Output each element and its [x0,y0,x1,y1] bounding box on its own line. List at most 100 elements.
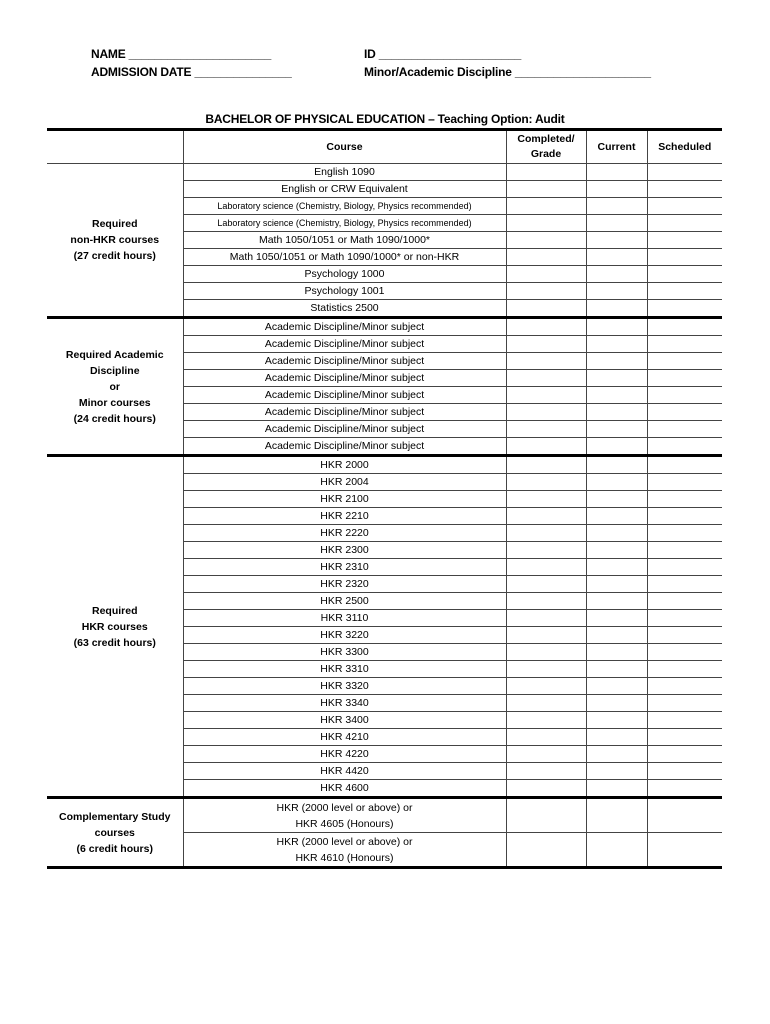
current-cell[interactable] [585,745,648,763]
current-cell[interactable] [585,352,648,370]
completed-grade-cell[interactable] [505,420,587,438]
current-cell[interactable] [585,282,648,300]
scheduled-cell[interactable] [646,832,722,868]
current-cell[interactable] [585,197,648,215]
completed-grade-cell[interactable] [505,643,587,661]
completed-grade-cell[interactable] [505,558,587,576]
current-cell[interactable] [585,660,648,678]
current-cell[interactable] [585,711,648,729]
current-cell[interactable] [585,694,648,712]
current-cell[interactable] [585,316,648,336]
completed-grade-cell[interactable] [505,386,587,404]
scheduled-cell[interactable] [646,490,722,508]
current-cell[interactable] [585,762,648,780]
scheduled-cell[interactable] [646,677,722,695]
scheduled-cell[interactable] [646,796,722,833]
completed-grade-cell[interactable] [505,248,587,266]
completed-grade-cell[interactable] [505,163,587,181]
current-cell[interactable] [585,214,648,232]
scheduled-cell[interactable] [646,265,722,283]
completed-grade-cell[interactable] [505,316,587,336]
scheduled-cell[interactable] [646,609,722,627]
completed-grade-cell[interactable] [505,180,587,198]
scheduled-cell[interactable] [646,437,722,456]
completed-grade-cell[interactable] [505,592,587,610]
scheduled-cell[interactable] [646,386,722,404]
completed-grade-cell[interactable] [505,524,587,542]
current-cell[interactable] [585,420,648,438]
completed-grade-cell[interactable] [505,796,587,833]
scheduled-cell[interactable] [646,728,722,746]
completed-grade-cell[interactable] [505,403,587,421]
completed-grade-cell[interactable] [505,352,587,370]
scheduled-cell[interactable] [646,299,722,318]
current-cell[interactable] [585,779,648,798]
scheduled-cell[interactable] [646,711,722,729]
current-cell[interactable] [585,265,648,283]
current-cell[interactable] [585,369,648,387]
completed-grade-cell[interactable] [505,454,587,474]
current-cell[interactable] [585,231,648,249]
current-cell[interactable] [585,335,648,353]
current-cell[interactable] [585,490,648,508]
current-cell[interactable] [585,575,648,593]
current-cell[interactable] [585,299,648,318]
scheduled-cell[interactable] [646,248,722,266]
current-cell[interactable] [585,832,648,868]
scheduled-cell[interactable] [646,524,722,542]
scheduled-cell[interactable] [646,420,722,438]
current-cell[interactable] [585,592,648,610]
scheduled-cell[interactable] [646,558,722,576]
scheduled-cell[interactable] [646,643,722,661]
current-cell[interactable] [585,677,648,695]
current-cell[interactable] [585,728,648,746]
current-cell[interactable] [585,558,648,576]
scheduled-cell[interactable] [646,745,722,763]
scheduled-cell[interactable] [646,454,722,474]
scheduled-cell[interactable] [646,163,722,181]
scheduled-cell[interactable] [646,197,722,215]
completed-grade-cell[interactable] [505,335,587,353]
current-cell[interactable] [585,609,648,627]
completed-grade-cell[interactable] [505,575,587,593]
completed-grade-cell[interactable] [505,282,587,300]
scheduled-cell[interactable] [646,626,722,644]
completed-grade-cell[interactable] [505,299,587,318]
current-cell[interactable] [585,473,648,491]
completed-grade-cell[interactable] [505,369,587,387]
completed-grade-cell[interactable] [505,711,587,729]
current-cell[interactable] [585,507,648,525]
scheduled-cell[interactable] [646,592,722,610]
current-cell[interactable] [585,626,648,644]
scheduled-cell[interactable] [646,660,722,678]
current-cell[interactable] [585,163,648,181]
completed-grade-cell[interactable] [505,265,587,283]
scheduled-cell[interactable] [646,335,722,353]
current-cell[interactable] [585,643,648,661]
scheduled-cell[interactable] [646,575,722,593]
scheduled-cell[interactable] [646,214,722,232]
completed-grade-cell[interactable] [505,779,587,798]
current-cell[interactable] [585,248,648,266]
completed-grade-cell[interactable] [505,214,587,232]
completed-grade-cell[interactable] [505,490,587,508]
scheduled-cell[interactable] [646,316,722,336]
completed-grade-cell[interactable] [505,832,587,868]
scheduled-cell[interactable] [646,762,722,780]
completed-grade-cell[interactable] [505,626,587,644]
scheduled-cell[interactable] [646,403,722,421]
completed-grade-cell[interactable] [505,660,587,678]
current-cell[interactable] [585,541,648,559]
scheduled-cell[interactable] [646,231,722,249]
scheduled-cell[interactable] [646,694,722,712]
completed-grade-cell[interactable] [505,609,587,627]
completed-grade-cell[interactable] [505,694,587,712]
completed-grade-cell[interactable] [505,507,587,525]
current-cell[interactable] [585,454,648,474]
current-cell[interactable] [585,796,648,833]
scheduled-cell[interactable] [646,352,722,370]
current-cell[interactable] [585,386,648,404]
completed-grade-cell[interactable] [505,745,587,763]
completed-grade-cell[interactable] [505,728,587,746]
completed-grade-cell[interactable] [505,541,587,559]
